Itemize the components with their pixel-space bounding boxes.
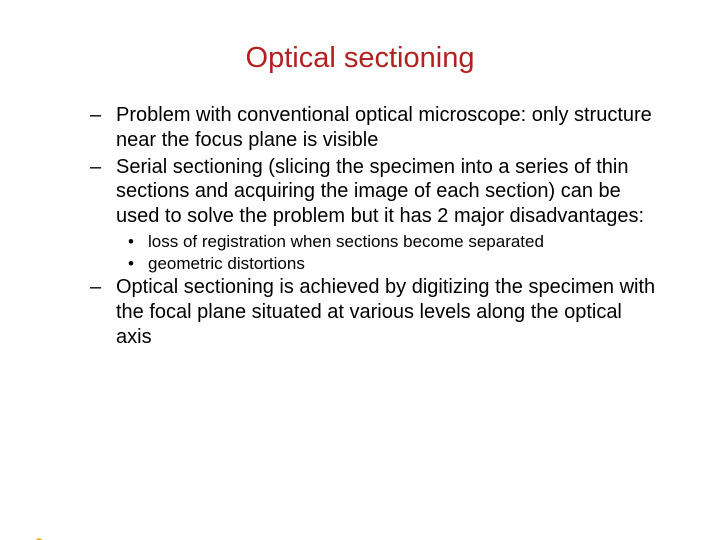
bullet-item: Optical sectioning is achieved by digiti… [90,275,662,349]
sub-bullet-item: geometric distortions [90,253,662,275]
slide: Optical sectioning Problem with conventi… [0,42,720,540]
content-area: Problem with conventional optical micros… [0,103,720,350]
footer: 240-373: Chapter 11: Three Dimensional I… [0,534,720,540]
bullet-item: Problem with conventional optical micros… [90,103,662,153]
globe-logo-icon [24,534,54,540]
sub-bullet-item: loss of registration when sections becom… [90,231,662,253]
slide-title: Optical sectioning [246,42,475,74]
title-container: Optical sectioning [0,42,720,75]
bullet-item: Serial sectioning (slicing the specimen … [90,155,662,229]
